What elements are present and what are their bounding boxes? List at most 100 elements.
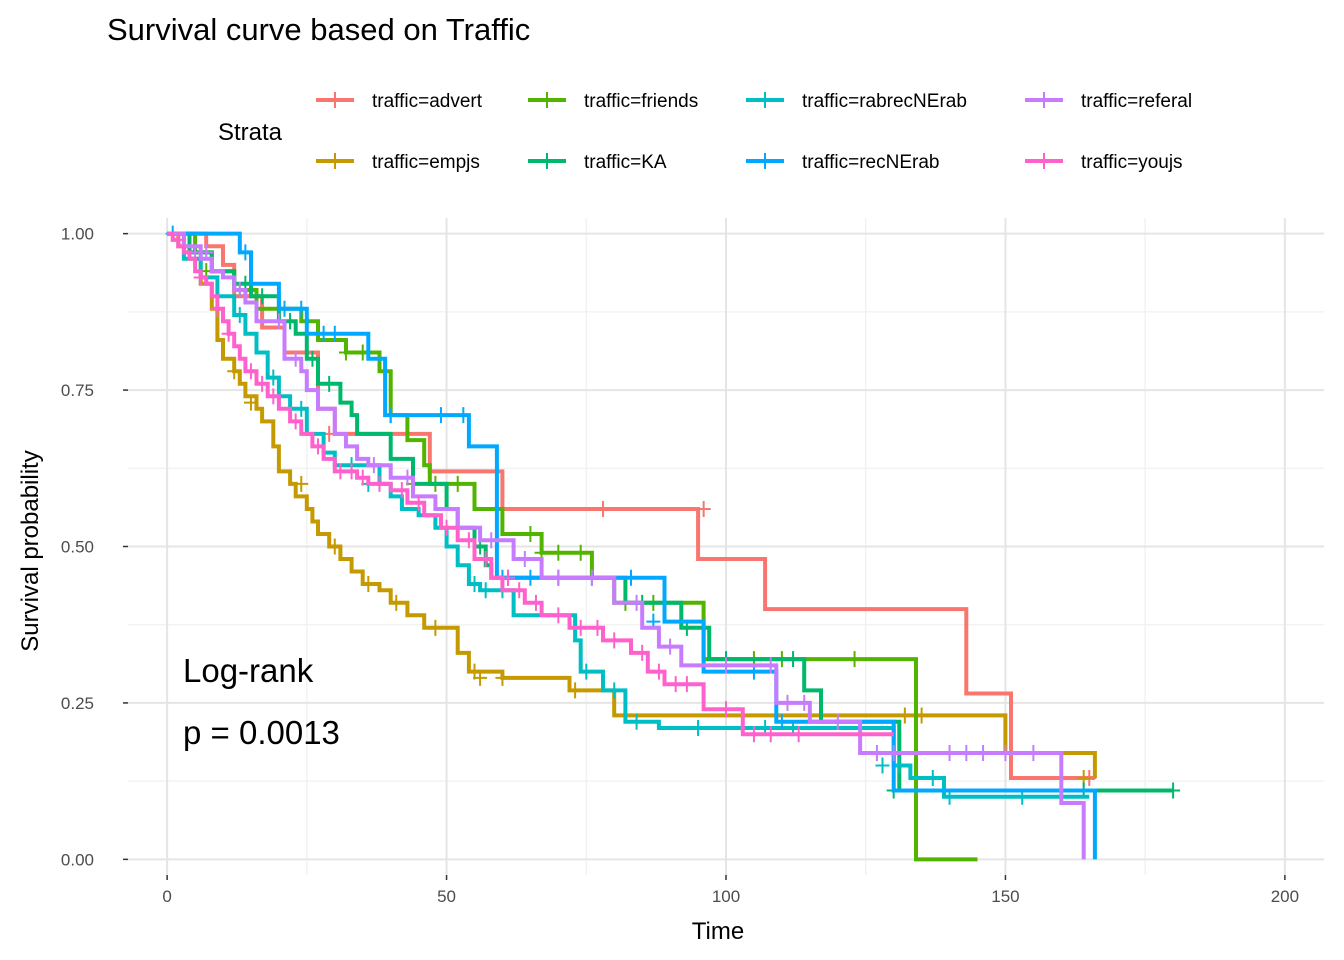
censor-mark-friends <box>338 344 353 361</box>
censor-mark-friends <box>523 525 538 542</box>
legend-label-advert: traffic=advert <box>372 91 483 112</box>
censor-mark-recnerab <box>456 407 471 424</box>
censor-mark-empjs <box>227 363 242 380</box>
legend-label-ka: traffic=KA <box>584 152 667 173</box>
censor-mark-advert <box>696 500 711 517</box>
series-line-ka <box>167 231 1174 793</box>
censor-mark-friends <box>551 544 566 561</box>
censor-mark-friends <box>573 544 588 561</box>
x-axis-title: Time <box>692 918 744 945</box>
censor-mark-recnerab <box>238 244 253 261</box>
censor-mark-ka <box>786 651 801 668</box>
censor-mark-rabrecnerab <box>266 369 281 386</box>
censor-mark-youjs <box>746 726 761 743</box>
censor-mark-youjs <box>411 494 426 511</box>
censor-mark-recnerab <box>327 325 342 342</box>
censor-mark-recnerab <box>294 300 309 317</box>
censor-mark-referal <box>629 594 644 611</box>
censor-mark-recnerab <box>523 569 538 586</box>
censor-mark-referal <box>998 744 1013 761</box>
censor-mark-youjs <box>635 644 650 661</box>
censor-mark-friends <box>450 475 465 492</box>
censor-mark-recnerab <box>623 569 638 586</box>
annotation-pvalue: p = 0.0013 <box>183 714 340 751</box>
censor-mark-referal <box>484 532 499 549</box>
censor-mark-youjs <box>394 482 409 499</box>
censor-mark-recnerab <box>774 713 789 730</box>
censor-mark-referal <box>366 457 381 474</box>
censor-mark-referal <box>719 657 733 674</box>
censor-mark-referal <box>780 694 795 711</box>
censor-mark-youjs <box>344 463 359 480</box>
censor-mark-referal <box>551 569 566 586</box>
censor-mark-referal <box>517 551 532 568</box>
censor-mark-referal <box>199 244 214 261</box>
censor-mark-rabrecnerab <box>579 663 594 680</box>
legend: Strata traffic=adverttraffic=empjstraffi… <box>218 91 1192 173</box>
x-tick-label: 150 <box>991 887 1019 906</box>
censor-mark-rabrecnerab <box>629 713 644 730</box>
censor-mark-rabrecnerab <box>607 682 622 699</box>
y-tick-label: 1.00 <box>61 225 94 244</box>
censor-mark-youjs <box>528 594 543 611</box>
censor-mark-youjs <box>311 438 326 455</box>
x-tick-label: 0 <box>162 887 171 906</box>
y-tick-label: 0.25 <box>61 694 94 713</box>
censor-mark-youjs <box>171 231 186 248</box>
censor-mark-rabrecnerab <box>691 719 706 736</box>
censor-mark-advert <box>596 500 611 517</box>
censor-mark-referal <box>886 744 901 761</box>
censor-mark-referal <box>830 713 845 730</box>
censor-mark-youjs <box>266 388 281 405</box>
censor-mark-referal <box>976 744 991 761</box>
censor-mark-youjs <box>355 469 370 486</box>
censor-mark-youjs <box>573 619 588 636</box>
censor-mark-referal <box>271 313 286 330</box>
legend-label-referal: traffic=referal <box>1081 91 1192 112</box>
censor-mark-youjs <box>551 607 566 624</box>
censor-mark-youjs <box>210 300 225 317</box>
censor-mark-referal <box>288 350 303 367</box>
censor-mark-friends <box>847 651 862 668</box>
censor-mark-referal <box>763 657 778 674</box>
legend-label-friends: traffic=friends <box>584 91 698 112</box>
y-tick-label: 0.75 <box>61 381 94 400</box>
censor-mark-youjs <box>607 632 622 649</box>
censor-mark-empjs <box>361 576 376 593</box>
censor-mark-empjs <box>327 538 342 555</box>
y-axis-title: Survival probability <box>17 450 44 651</box>
censor-mark-ka <box>305 350 320 367</box>
censor-mark-referal <box>942 744 957 761</box>
x-tick-label: 50 <box>437 887 456 906</box>
censor-mark-rabrecnerab <box>294 400 309 417</box>
censor-mark-youjs <box>679 676 694 693</box>
censor-mark-youjs <box>243 363 258 380</box>
censor-mark-referal <box>797 694 812 711</box>
legend-label-youjs: traffic=youjs <box>1081 152 1183 173</box>
censor-mark-recnerab <box>433 407 448 424</box>
plot-axes: 0 50 100 150 200 0.00 0.25 0.50 0.75 1.00 <box>61 225 1299 906</box>
censor-mark-youjs <box>461 532 476 549</box>
censor-mark-rabrecnerab <box>478 582 493 599</box>
censor-mark-referal <box>584 569 599 586</box>
censor-mark-referal <box>232 281 247 298</box>
censor-mark-youjs <box>719 701 733 718</box>
legend-entries: traffic=advert traffic=empjs traffic=frien… <box>316 91 1192 173</box>
censor-mark-referal <box>1026 744 1041 761</box>
censor-mark-empjs <box>243 394 258 411</box>
censor-mark-referal <box>869 744 884 761</box>
legend-label-rabrecnerab: traffic=rabrecNErab <box>802 91 967 112</box>
chart-title: Survival curve based on Traffic <box>107 12 530 47</box>
censor-mark-rabrecnerab <box>925 770 940 787</box>
series-line-youjs <box>167 231 894 737</box>
censor-mark-youjs <box>221 325 236 342</box>
censor-mark-rabrecnerab <box>467 576 482 593</box>
censor-mark-referal <box>959 744 974 761</box>
censor-mark-youjs <box>193 269 208 286</box>
legend-title: Strata <box>218 119 283 146</box>
censor-mark-empjs <box>495 669 510 686</box>
y-tick-label: 0.00 <box>61 850 94 869</box>
censor-mark-youjs <box>255 375 270 392</box>
censor-mark-ka <box>322 375 337 392</box>
censor-mark-youjs <box>651 663 666 680</box>
